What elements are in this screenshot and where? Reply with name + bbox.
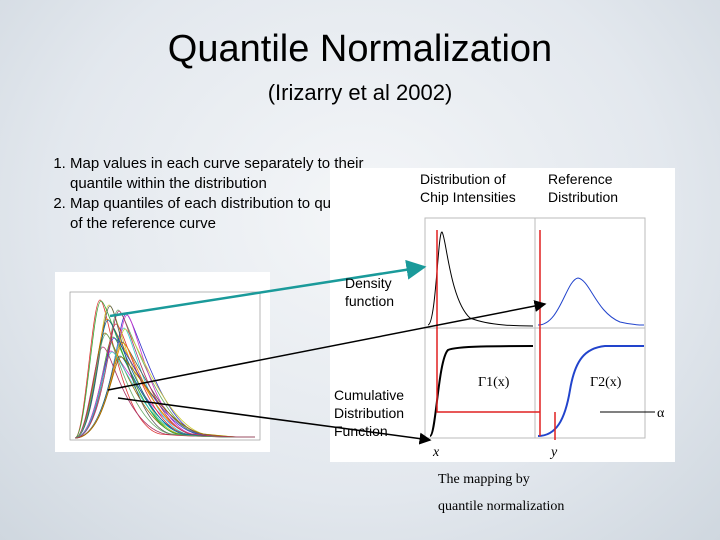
- slide-title: Quantile Normalization: [167, 28, 553, 70]
- slide-subtitle: (Irizarry et al 2002): [267, 80, 453, 105]
- row-label: Distribution: [334, 405, 404, 421]
- gamma-label: Γ2(x): [590, 375, 622, 390]
- black-arrow: [117, 397, 432, 445]
- small-plot-bg: [55, 272, 270, 452]
- teal-arrow: [109, 259, 427, 318]
- caption: quantile normalization: [438, 499, 564, 514]
- panel-label: Distribution: [548, 189, 618, 205]
- panel-label: Reference: [548, 171, 613, 187]
- step: Map quantiles of each distribution to qu…: [70, 194, 380, 234]
- alpha-label: α: [657, 406, 665, 421]
- row-label: function: [345, 293, 394, 309]
- small-plot-curves: [74, 299, 256, 439]
- small-plot-curve: [74, 333, 256, 439]
- small-plot-frame: [69, 291, 261, 441]
- figure-panel: [330, 168, 675, 462]
- reference-cdf-curve: [537, 345, 644, 437]
- panel-label: Chip Intensities: [420, 189, 516, 205]
- row-label: Density: [345, 275, 392, 291]
- row-label: Function: [334, 423, 388, 439]
- panel-label: Distribution of: [420, 171, 506, 187]
- caption: The mapping by: [438, 472, 530, 487]
- step: Map values in each curve separately to t…: [70, 154, 380, 194]
- row-label: Cumulative: [334, 387, 404, 403]
- density-curve: [427, 231, 534, 327]
- steps-list: Map values in each curve separately to t…: [36, 154, 380, 234]
- small-plot-curve: [74, 310, 256, 439]
- mapping-lines: [436, 230, 556, 440]
- reference-density-curve: [537, 277, 645, 326]
- black-arrow: [107, 300, 547, 391]
- cdf-curve: [429, 345, 534, 437]
- axis-label: x: [432, 445, 440, 460]
- gamma-label: Γ1(x): [478, 375, 510, 390]
- axis-label: y: [549, 445, 558, 460]
- small-plot-curve: [74, 356, 256, 439]
